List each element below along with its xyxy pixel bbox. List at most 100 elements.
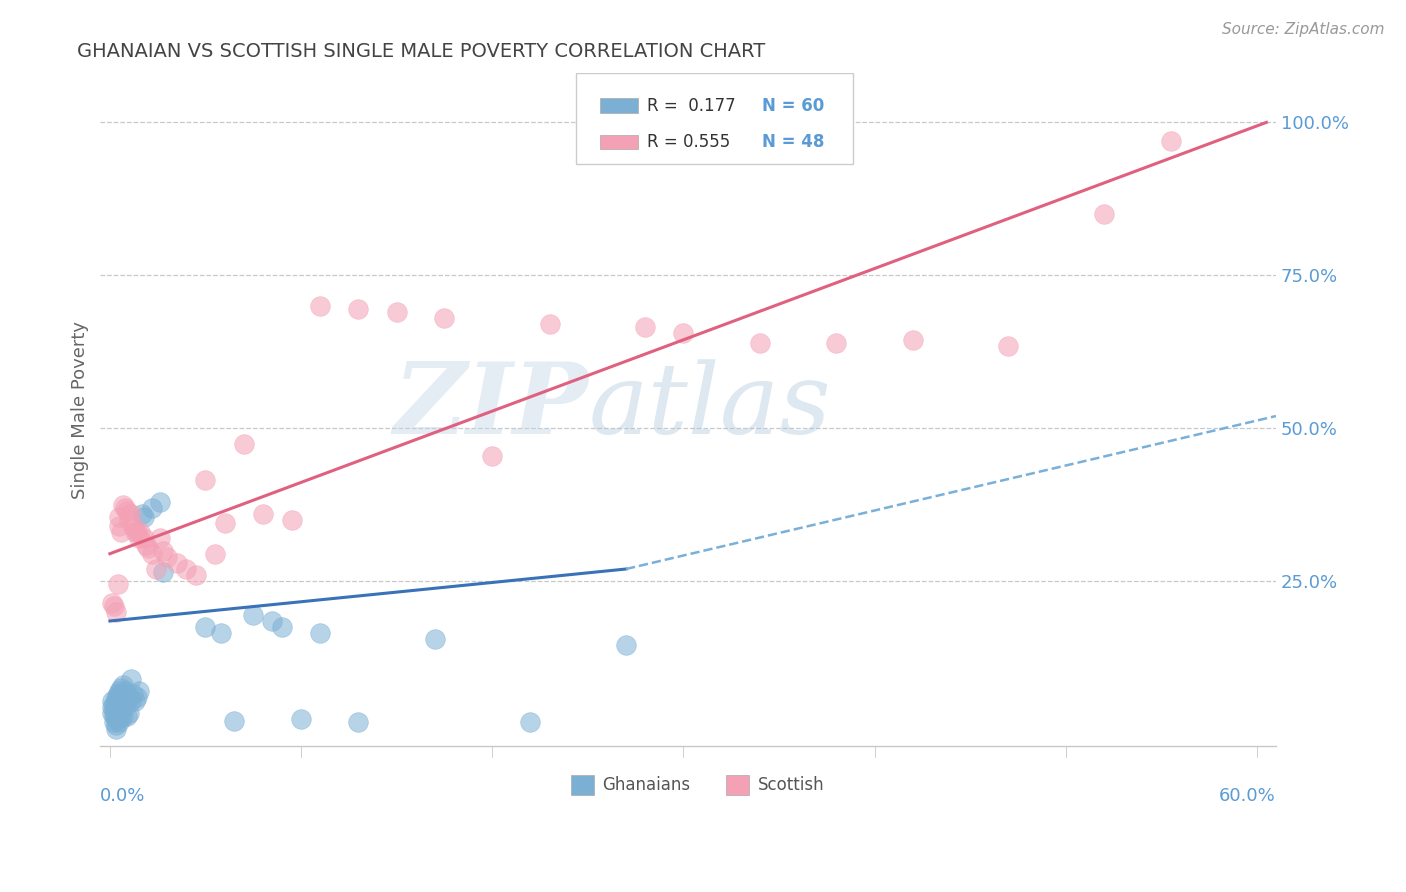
Point <box>519 714 541 729</box>
Text: N = 48: N = 48 <box>762 133 824 151</box>
Point <box>194 620 217 634</box>
Point <box>103 714 125 729</box>
Point <box>103 697 125 711</box>
Point <box>110 525 132 540</box>
Point <box>108 704 131 718</box>
Point <box>131 507 153 521</box>
Point <box>112 498 135 512</box>
Point <box>101 693 124 707</box>
Point <box>101 596 124 610</box>
Point <box>115 693 138 707</box>
Point <box>901 333 924 347</box>
Point <box>114 699 136 714</box>
Point <box>209 626 232 640</box>
Point <box>110 681 132 696</box>
Point <box>121 519 143 533</box>
Point <box>101 706 124 720</box>
Point <box>134 510 156 524</box>
Point <box>280 513 302 527</box>
Point <box>107 688 129 702</box>
Point <box>120 693 142 707</box>
FancyBboxPatch shape <box>576 73 853 164</box>
Point <box>110 688 132 702</box>
Point <box>184 568 207 582</box>
Point <box>997 339 1019 353</box>
Point <box>108 690 131 705</box>
Point <box>176 562 198 576</box>
Point <box>103 599 125 613</box>
Point <box>110 697 132 711</box>
Text: atlas: atlas <box>588 359 831 454</box>
Bar <box>600 135 637 150</box>
Point <box>112 710 135 724</box>
Point <box>108 510 131 524</box>
Point <box>136 541 159 555</box>
Point <box>166 556 188 570</box>
Point <box>1092 207 1115 221</box>
Text: Scottish: Scottish <box>758 776 824 794</box>
Text: GHANAIAN VS SCOTTISH SINGLE MALE POVERTY CORRELATION CHART: GHANAIAN VS SCOTTISH SINGLE MALE POVERTY… <box>77 42 765 61</box>
Point <box>149 494 172 508</box>
Point <box>538 318 561 332</box>
Point <box>104 693 127 707</box>
Text: R = 0.555: R = 0.555 <box>647 133 730 151</box>
Point <box>124 525 146 540</box>
Point <box>224 714 246 728</box>
Point <box>149 532 172 546</box>
Point <box>135 537 157 551</box>
Point <box>128 684 150 698</box>
Text: ZIP: ZIP <box>394 359 588 455</box>
Point <box>134 532 156 546</box>
Point <box>108 697 131 711</box>
Text: R =  0.177: R = 0.177 <box>647 96 735 115</box>
Point <box>825 335 848 350</box>
Point <box>262 614 284 628</box>
Point <box>748 335 770 350</box>
Point <box>156 549 179 564</box>
Point <box>104 718 127 732</box>
Point <box>614 639 637 653</box>
Point <box>120 507 142 521</box>
Point <box>194 473 217 487</box>
Point <box>103 709 125 723</box>
Point <box>252 507 274 521</box>
Point <box>214 516 236 530</box>
Text: Source: ZipAtlas.com: Source: ZipAtlas.com <box>1222 22 1385 37</box>
Point <box>1160 134 1182 148</box>
Point <box>118 513 141 527</box>
Point <box>112 678 135 692</box>
Point <box>129 525 152 540</box>
Point <box>118 690 141 705</box>
Point <box>433 311 456 326</box>
Point <box>104 690 127 705</box>
Point <box>124 693 146 707</box>
Point <box>309 299 332 313</box>
Point <box>204 547 226 561</box>
Point <box>385 305 408 319</box>
Point <box>108 519 131 533</box>
Point <box>242 607 264 622</box>
Point <box>103 703 125 717</box>
Point <box>128 532 150 546</box>
Text: N = 60: N = 60 <box>762 96 824 115</box>
Point <box>108 714 131 729</box>
Point <box>115 504 138 518</box>
Point <box>141 547 163 561</box>
Point <box>107 703 129 717</box>
Text: 60.0%: 60.0% <box>1219 787 1277 805</box>
Point <box>107 693 129 707</box>
Point <box>141 500 163 515</box>
Point <box>104 712 127 726</box>
Point <box>112 688 135 702</box>
Point <box>423 632 446 647</box>
Point <box>104 706 127 720</box>
Bar <box>600 98 637 113</box>
Text: 0.0%: 0.0% <box>100 787 146 805</box>
Point <box>101 699 124 714</box>
Point <box>672 326 695 341</box>
Text: Ghanaians: Ghanaians <box>602 776 690 794</box>
Point <box>347 714 370 729</box>
Y-axis label: Single Male Poverty: Single Male Poverty <box>72 321 89 499</box>
Point <box>114 500 136 515</box>
Point <box>118 706 141 720</box>
